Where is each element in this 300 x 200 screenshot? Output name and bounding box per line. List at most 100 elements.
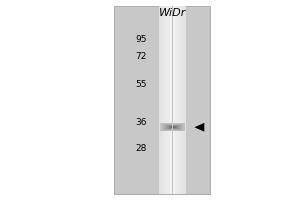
Bar (166, 129, 167, 130)
Bar (174, 130, 175, 131)
Bar (160, 125, 161, 126)
Bar (175, 124, 176, 125)
Bar (170, 130, 171, 131)
Bar (180, 124, 181, 125)
Bar (178, 123, 179, 124)
Bar (177, 130, 178, 131)
Bar (165, 123, 166, 124)
Bar (167, 124, 168, 125)
Bar (176, 128, 177, 129)
Bar (160, 126, 161, 127)
Bar (179, 130, 180, 131)
Bar (174, 128, 175, 129)
Bar (177, 125, 178, 126)
Bar (180, 129, 181, 130)
Bar (166, 128, 167, 129)
Bar (177, 124, 178, 125)
Bar (169, 130, 170, 131)
Bar (164, 130, 165, 131)
Bar (163, 6, 164, 194)
Bar (175, 123, 176, 124)
Polygon shape (194, 123, 204, 132)
Bar (162, 125, 163, 126)
Bar (181, 130, 182, 131)
Bar (163, 124, 164, 125)
Bar (177, 129, 178, 130)
Bar (162, 126, 163, 127)
Bar (184, 130, 185, 131)
Bar (175, 125, 176, 126)
Bar (175, 126, 176, 127)
Bar (181, 123, 182, 124)
Bar (182, 130, 183, 131)
Bar (174, 127, 175, 128)
Bar (167, 128, 168, 129)
Bar (171, 123, 172, 124)
Bar (183, 125, 184, 126)
Bar (176, 125, 177, 126)
Bar (166, 126, 167, 127)
Bar (167, 126, 168, 127)
Text: 36: 36 (136, 118, 147, 127)
Bar (179, 128, 180, 129)
Bar (171, 126, 172, 127)
Bar (183, 124, 184, 125)
Bar (164, 129, 165, 130)
Bar (178, 126, 179, 127)
Bar (174, 125, 175, 126)
Bar (172, 124, 173, 125)
Bar (182, 129, 183, 130)
Bar (170, 6, 171, 194)
Bar (184, 128, 185, 129)
Bar (181, 124, 182, 125)
Text: 72: 72 (136, 52, 147, 61)
Bar (183, 126, 184, 127)
Bar (169, 128, 170, 129)
Bar (183, 127, 184, 128)
Text: 55: 55 (136, 80, 147, 89)
Bar (173, 123, 174, 124)
Bar (162, 123, 163, 124)
Bar (175, 128, 176, 129)
Bar (176, 124, 177, 125)
Bar (180, 127, 181, 128)
Bar (184, 123, 185, 124)
Bar (170, 124, 171, 125)
Bar (177, 123, 178, 124)
Bar (183, 129, 184, 130)
Bar (177, 127, 178, 128)
Bar (176, 127, 177, 128)
Bar (170, 123, 171, 124)
Bar (163, 123, 164, 124)
Bar (163, 128, 164, 129)
Bar (172, 130, 173, 131)
Bar (168, 126, 169, 127)
Bar (176, 6, 177, 194)
Bar (178, 127, 179, 128)
Text: WiDr: WiDr (159, 8, 186, 18)
Bar (181, 129, 182, 130)
Bar (160, 6, 161, 194)
Bar (179, 129, 180, 130)
Bar (169, 129, 170, 130)
Bar (163, 126, 164, 127)
Bar (171, 127, 172, 128)
Bar (175, 129, 176, 130)
Bar (167, 130, 168, 131)
Bar (161, 127, 162, 128)
Bar (184, 127, 185, 128)
Bar (165, 125, 166, 126)
Bar (170, 126, 171, 127)
Bar (160, 128, 161, 129)
Bar (179, 124, 180, 125)
Bar (173, 125, 174, 126)
Bar (181, 128, 182, 129)
Bar (172, 129, 173, 130)
Bar (164, 124, 165, 125)
Bar (160, 123, 161, 124)
Bar (183, 123, 184, 124)
Bar (176, 123, 177, 124)
Bar (160, 130, 161, 131)
Bar (173, 6, 174, 194)
Bar (178, 6, 179, 194)
